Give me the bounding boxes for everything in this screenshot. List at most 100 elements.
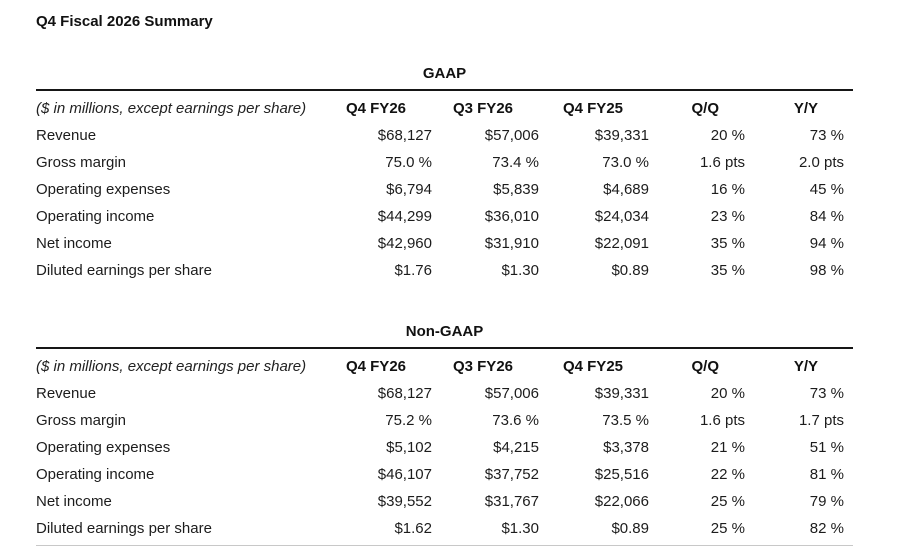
row-label: Gross margin bbox=[36, 412, 127, 429]
row-value: 21 % bbox=[710, 439, 745, 456]
row-value: 22 % bbox=[710, 466, 745, 483]
row-label: Operating expenses bbox=[36, 439, 171, 456]
row-value: 75.2 % bbox=[385, 412, 432, 429]
table-row: Operating income $46,107 $37,752 $25,516… bbox=[36, 461, 853, 488]
column-header-q4fy26: Q4 FY26 bbox=[345, 100, 406, 117]
row-value: 1.7 pts bbox=[798, 412, 844, 429]
row-value: 2.0 pts bbox=[798, 154, 844, 171]
row-value: $1.30 bbox=[501, 262, 539, 279]
row-value: $4,689 bbox=[603, 181, 649, 198]
table-row: Net income $42,960 $31,910 $22,091 35 % … bbox=[36, 230, 853, 257]
row-value: 73 % bbox=[809, 127, 844, 144]
row-label: Operating income bbox=[36, 466, 155, 483]
column-header-q4fy25: Q4 FY25 bbox=[562, 100, 623, 117]
row-value: $39,552 bbox=[377, 493, 432, 510]
row-value: 45 % bbox=[809, 181, 844, 198]
row-value: 73.0 % bbox=[602, 154, 649, 171]
row-value: $24,034 bbox=[594, 208, 649, 225]
row-label: Net income bbox=[36, 493, 112, 510]
row-value: 73.5 % bbox=[602, 412, 649, 429]
row-value: $57,006 bbox=[484, 127, 539, 144]
row-value: $5,839 bbox=[493, 181, 539, 198]
row-value: 73 % bbox=[809, 385, 844, 402]
row-value: 73.6 % bbox=[492, 412, 539, 429]
table-row: Operating income $44,299 $36,010 $24,034… bbox=[36, 203, 853, 230]
row-value: 1.6 pts bbox=[699, 154, 745, 171]
row-value: $42,960 bbox=[377, 235, 432, 252]
gaap-section: GAAP ($ in millions, except earnings per… bbox=[36, 65, 853, 287]
units-note: ($ in millions, except earnings per shar… bbox=[36, 100, 307, 117]
table-row: Gross margin 75.0 % 73.4 % 73.0 % 1.6 pt… bbox=[36, 149, 853, 176]
table-row: Diluted earnings per share $1.76 $1.30 $… bbox=[36, 257, 853, 287]
row-value: $0.89 bbox=[611, 520, 649, 537]
non-gaap-section: Non-GAAP ($ in millions, except earnings… bbox=[36, 323, 853, 546]
row-label: Diluted earnings per share bbox=[36, 262, 212, 279]
row-value: $39,331 bbox=[594, 127, 649, 144]
non-gaap-header-row: ($ in millions, except earnings per shar… bbox=[36, 348, 853, 380]
row-value: 51 % bbox=[809, 439, 844, 456]
row-value: 73.4 % bbox=[492, 154, 539, 171]
table-row: Operating expenses $5,102 $4,215 $3,378 … bbox=[36, 434, 853, 461]
row-value: 75.0 % bbox=[385, 154, 432, 171]
column-header-q4fy25: Q4 FY25 bbox=[562, 358, 623, 375]
table-row: Net income $39,552 $31,767 $22,066 25 % … bbox=[36, 488, 853, 515]
row-label: Revenue bbox=[36, 127, 97, 144]
row-value: 35 % bbox=[710, 235, 745, 252]
gaap-header-row: ($ in millions, except earnings per shar… bbox=[36, 90, 853, 122]
row-value: 79 % bbox=[809, 493, 844, 510]
row-label: Operating income bbox=[36, 208, 155, 225]
row-value: 25 % bbox=[710, 520, 745, 537]
row-value: 20 % bbox=[710, 127, 745, 144]
row-value: $1.30 bbox=[501, 520, 539, 537]
row-value: $6,794 bbox=[386, 181, 432, 198]
row-value: $37,752 bbox=[484, 466, 539, 483]
row-value: $36,010 bbox=[484, 208, 539, 225]
row-value: $1.62 bbox=[394, 520, 432, 537]
row-value: $44,299 bbox=[377, 208, 432, 225]
non-gaap-table: ($ in millions, except earnings per shar… bbox=[36, 347, 853, 546]
row-value: $31,767 bbox=[484, 493, 539, 510]
row-value: $68,127 bbox=[377, 385, 432, 402]
row-label: Revenue bbox=[36, 385, 97, 402]
table-row: Revenue $68,127 $57,006 $39,331 20 % 73 … bbox=[36, 122, 853, 149]
gaap-heading: GAAP bbox=[422, 65, 467, 82]
row-value: 16 % bbox=[710, 181, 745, 198]
page-title: Q4 Fiscal 2026 Summary bbox=[36, 13, 213, 30]
table-row: Revenue $68,127 $57,006 $39,331 20 % 73 … bbox=[36, 380, 853, 407]
row-value: 23 % bbox=[710, 208, 745, 225]
row-value: 84 % bbox=[809, 208, 844, 225]
row-value: $22,091 bbox=[594, 235, 649, 252]
table-row: Operating expenses $6,794 $5,839 $4,689 … bbox=[36, 176, 853, 203]
column-header-q3fy26: Q3 FY26 bbox=[452, 100, 513, 117]
row-value: 1.6 pts bbox=[699, 412, 745, 429]
units-note: ($ in millions, except earnings per shar… bbox=[36, 358, 307, 375]
column-header-q4fy26: Q4 FY26 bbox=[345, 358, 406, 375]
row-value: $3,378 bbox=[603, 439, 649, 456]
row-value: 20 % bbox=[710, 385, 745, 402]
row-label: Gross margin bbox=[36, 154, 127, 171]
column-header-yy: Y/Y bbox=[793, 100, 818, 117]
row-label: Net income bbox=[36, 235, 112, 252]
row-value: 81 % bbox=[809, 466, 844, 483]
row-value: $46,107 bbox=[377, 466, 432, 483]
row-value: $57,006 bbox=[484, 385, 539, 402]
row-value: $5,102 bbox=[386, 439, 432, 456]
row-value: 35 % bbox=[710, 262, 745, 279]
row-value: $31,910 bbox=[484, 235, 539, 252]
gaap-table: ($ in millions, except earnings per shar… bbox=[36, 89, 853, 287]
column-header-yy: Y/Y bbox=[793, 358, 818, 375]
row-value: $68,127 bbox=[377, 127, 432, 144]
row-value: $4,215 bbox=[493, 439, 539, 456]
row-value: 25 % bbox=[710, 493, 745, 510]
row-value: $39,331 bbox=[594, 385, 649, 402]
non-gaap-heading: Non-GAAP bbox=[405, 323, 484, 340]
row-value: 98 % bbox=[809, 262, 844, 279]
table-row: Diluted earnings per share $1.62 $1.30 $… bbox=[36, 515, 853, 546]
row-value: 82 % bbox=[809, 520, 844, 537]
column-header-q3fy26: Q3 FY26 bbox=[452, 358, 513, 375]
column-header-qq: Q/Q bbox=[691, 100, 719, 117]
row-label: Operating expenses bbox=[36, 181, 171, 198]
row-value: $1.76 bbox=[394, 262, 432, 279]
row-value: $25,516 bbox=[594, 466, 649, 483]
